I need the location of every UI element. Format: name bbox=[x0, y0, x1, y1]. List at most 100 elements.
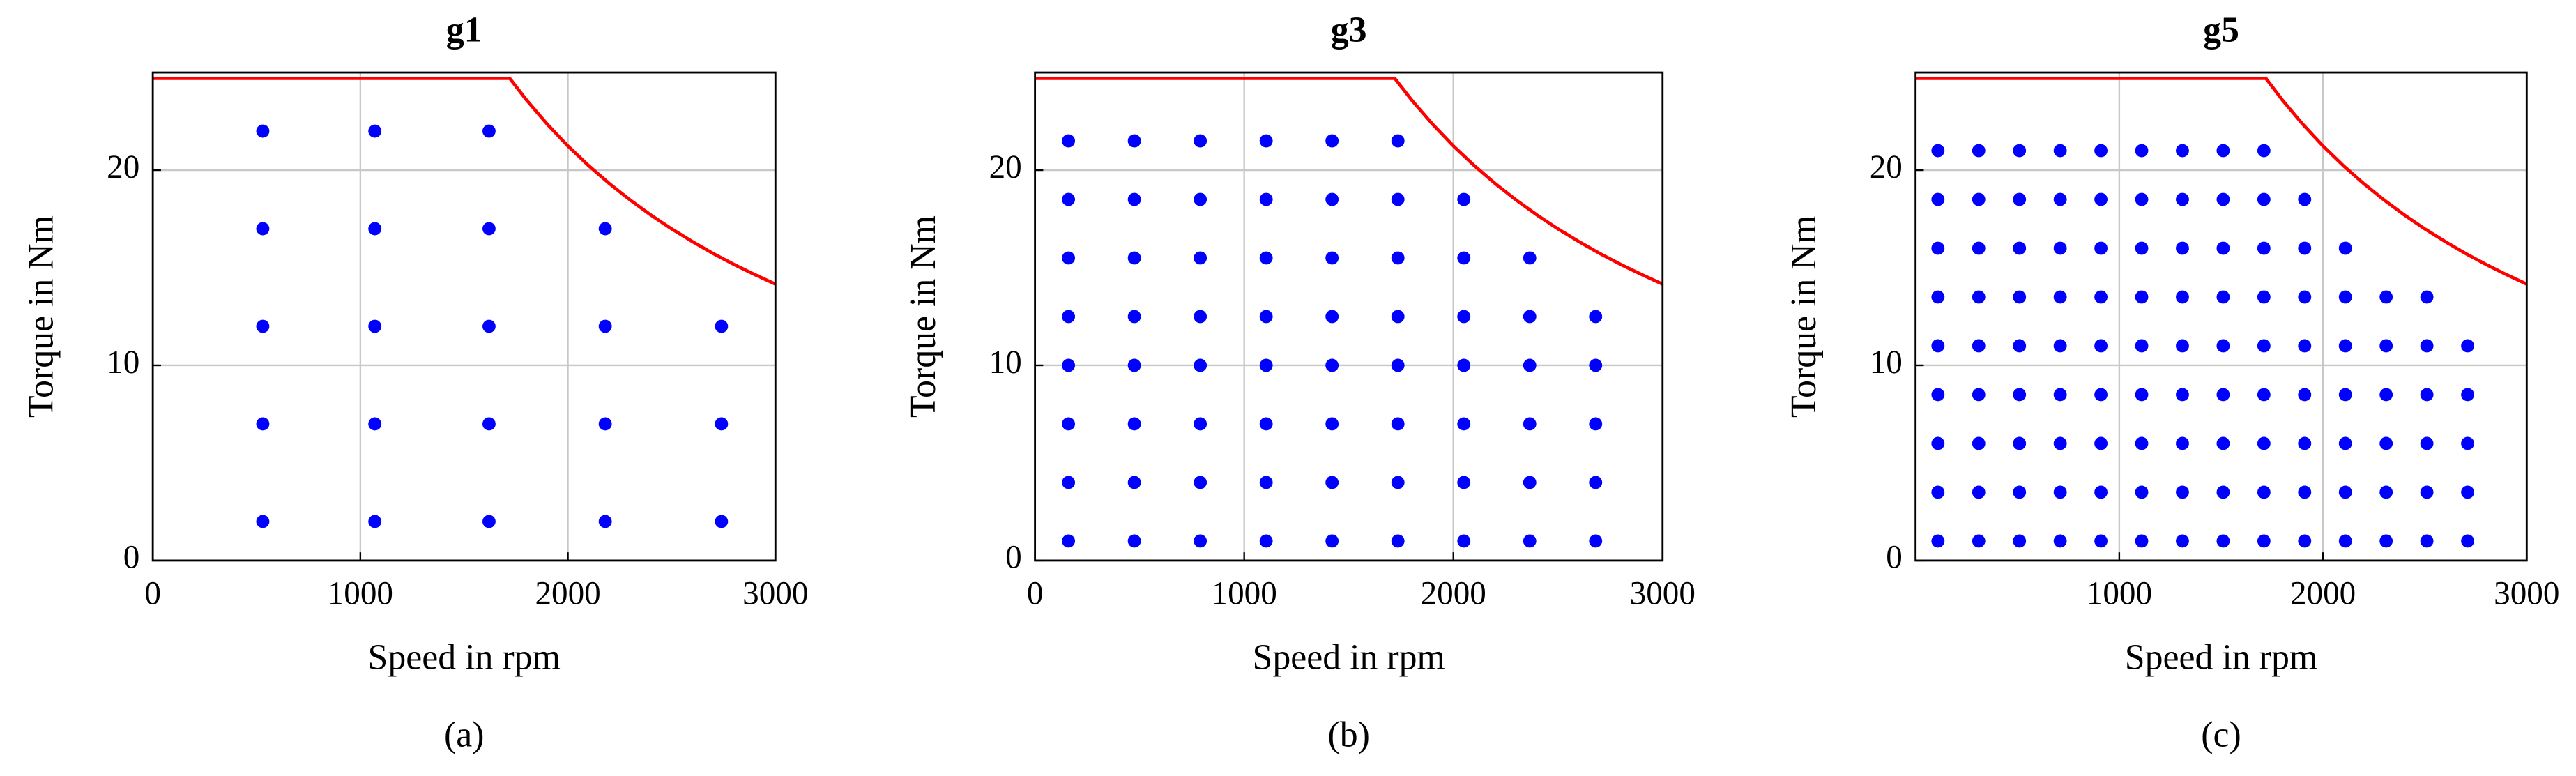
data-point bbox=[2379, 485, 2393, 499]
data-point bbox=[2420, 290, 2434, 304]
data-point bbox=[1931, 534, 1945, 548]
x-tick-label: 2000 bbox=[535, 576, 600, 612]
data-point bbox=[2298, 388, 2312, 402]
caption: (c) bbox=[2201, 715, 2241, 754]
data-point bbox=[2338, 339, 2352, 353]
y-tick-label: 10 bbox=[989, 344, 1022, 381]
data-point bbox=[2135, 241, 2149, 255]
chart-title: g5 bbox=[2203, 10, 2239, 50]
data-point bbox=[2257, 485, 2271, 499]
data-point bbox=[1457, 310, 1471, 324]
data-point bbox=[1457, 476, 1471, 489]
data-point bbox=[1931, 192, 1945, 206]
data-point bbox=[1931, 241, 1945, 255]
chart: 1000 2000 3000 0 10 20 g5 Speed in rpm Torque in… bbox=[1784, 10, 2559, 754]
data-point bbox=[2379, 534, 2393, 548]
data-point bbox=[2216, 290, 2230, 304]
plot-frame bbox=[1034, 71, 1664, 562]
data-point bbox=[2053, 192, 2067, 206]
data-point bbox=[2216, 241, 2230, 255]
data-point bbox=[2135, 485, 2149, 499]
data-point bbox=[2013, 534, 2027, 548]
data-point bbox=[2257, 241, 2271, 255]
data-point bbox=[2135, 339, 2149, 353]
data-point bbox=[1391, 134, 1405, 148]
data-point bbox=[1194, 192, 1207, 206]
data-point bbox=[482, 222, 496, 236]
data-point bbox=[1972, 388, 1986, 402]
data-point bbox=[2013, 436, 2027, 450]
data-point bbox=[1457, 417, 1471, 431]
data-point bbox=[1523, 534, 1537, 548]
data-point bbox=[1391, 417, 1405, 431]
y-axis-label: Torque in Nm bbox=[1784, 215, 1824, 418]
data-point bbox=[1391, 358, 1405, 372]
y-tick-label: 0 bbox=[1886, 540, 1903, 576]
data-point bbox=[2053, 144, 2067, 158]
data-point bbox=[1194, 251, 1207, 265]
data-point bbox=[1259, 310, 1273, 324]
x-tick-label: 3000 bbox=[2494, 576, 2559, 612]
data-point bbox=[1259, 192, 1273, 206]
limit-curve bbox=[153, 77, 777, 286]
chart-title: g3 bbox=[1331, 10, 1367, 50]
data-point bbox=[2379, 290, 2393, 304]
data-point bbox=[598, 515, 612, 528]
data-point bbox=[2094, 192, 2108, 206]
data-point bbox=[1457, 192, 1471, 206]
data-point bbox=[2094, 436, 2108, 450]
data-point bbox=[1062, 417, 1076, 431]
data-point bbox=[368, 124, 382, 138]
data-point bbox=[1194, 476, 1207, 489]
data-point bbox=[2461, 388, 2474, 402]
chart: 0 1000 2000 3000 0 10 20 g3 Speed in rpm Torque i… bbox=[904, 10, 1695, 754]
data-point bbox=[2298, 485, 2312, 499]
data-point bbox=[2094, 534, 2108, 548]
data-point bbox=[1972, 192, 1986, 206]
data-point bbox=[2379, 339, 2393, 353]
data-point bbox=[1259, 358, 1273, 372]
data-point bbox=[1457, 534, 1471, 548]
data-point bbox=[2094, 388, 2108, 402]
data-point bbox=[2135, 192, 2149, 206]
data-point bbox=[2176, 534, 2189, 548]
data-point bbox=[2176, 436, 2189, 450]
data-point bbox=[1127, 534, 1141, 548]
data-point bbox=[2176, 485, 2189, 499]
plot-area bbox=[153, 73, 776, 561]
data-point bbox=[1391, 534, 1405, 548]
data-point bbox=[1931, 436, 1945, 450]
data-point bbox=[1523, 310, 1537, 324]
data-point bbox=[2298, 241, 2312, 255]
data-point bbox=[2338, 436, 2352, 450]
data-point bbox=[1062, 476, 1076, 489]
limit-curve bbox=[1035, 77, 1663, 286]
data-point bbox=[2053, 534, 2067, 548]
data-point bbox=[2216, 388, 2230, 402]
data-point bbox=[1589, 358, 1603, 372]
data-point bbox=[482, 124, 496, 138]
data-point bbox=[368, 417, 382, 431]
data-point bbox=[2013, 192, 2027, 206]
data-point bbox=[2013, 241, 2027, 255]
x-tick-label: 1000 bbox=[328, 576, 393, 612]
data-point bbox=[1589, 310, 1603, 324]
data-point bbox=[1589, 417, 1603, 431]
data-point bbox=[2338, 485, 2352, 499]
data-point bbox=[598, 222, 612, 236]
data-point bbox=[1523, 358, 1537, 372]
x-tick-label: 2000 bbox=[2290, 576, 2356, 612]
data-point bbox=[2216, 339, 2230, 353]
y-tick-label: 20 bbox=[107, 149, 139, 185]
data-point bbox=[1259, 417, 1273, 431]
y-tick-label: 10 bbox=[1870, 344, 1903, 381]
x-tick-label: 0 bbox=[1027, 576, 1044, 612]
x-tick-label: 1000 bbox=[2087, 576, 2152, 612]
data-point bbox=[2257, 339, 2271, 353]
chart: 0 1000 2000 3000 0 10 20 g1 Speed in rpm Torque i… bbox=[22, 10, 809, 754]
data-point bbox=[1325, 251, 1339, 265]
data-point bbox=[1062, 192, 1076, 206]
data-point bbox=[1391, 476, 1405, 489]
data-point bbox=[1325, 310, 1339, 324]
data-point bbox=[1931, 388, 1945, 402]
